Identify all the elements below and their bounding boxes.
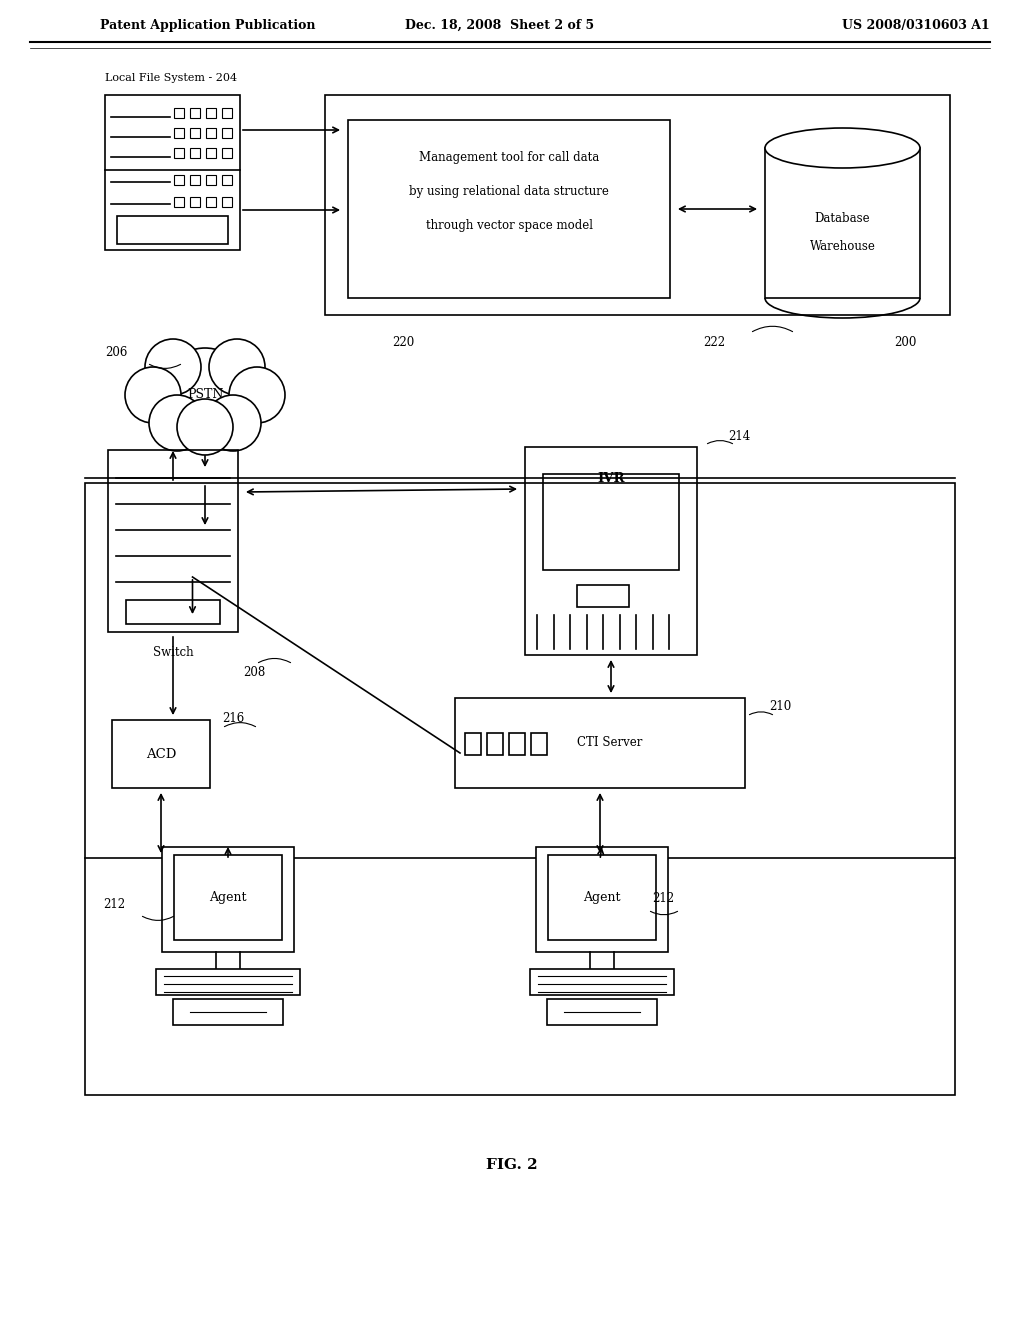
Text: Switch: Switch — [153, 645, 194, 659]
Text: by using relational data structure: by using relational data structure — [409, 186, 609, 198]
Text: Dec. 18, 2008  Sheet 2 of 5: Dec. 18, 2008 Sheet 2 of 5 — [406, 18, 595, 32]
Text: US 2008/0310603 A1: US 2008/0310603 A1 — [843, 18, 990, 32]
Text: FIG. 2: FIG. 2 — [486, 1158, 538, 1172]
Text: Agent: Agent — [209, 891, 247, 904]
FancyBboxPatch shape — [547, 999, 657, 1026]
Text: 220: 220 — [392, 337, 414, 350]
Circle shape — [163, 348, 247, 432]
Text: 212: 212 — [103, 899, 125, 912]
FancyBboxPatch shape — [174, 855, 282, 940]
Circle shape — [145, 339, 201, 395]
Text: IVR: IVR — [597, 473, 625, 486]
FancyBboxPatch shape — [548, 855, 656, 940]
Text: through vector space model: through vector space model — [426, 219, 593, 232]
Text: ACD: ACD — [145, 747, 176, 760]
FancyBboxPatch shape — [156, 969, 300, 995]
Text: 214: 214 — [728, 430, 751, 444]
Circle shape — [150, 395, 205, 451]
Circle shape — [209, 339, 265, 395]
Text: 208: 208 — [243, 665, 265, 678]
Text: 200: 200 — [894, 337, 916, 350]
Text: Warehouse: Warehouse — [810, 239, 876, 252]
Text: 212: 212 — [652, 891, 674, 904]
FancyBboxPatch shape — [536, 847, 668, 952]
FancyBboxPatch shape — [162, 847, 294, 952]
Text: 222: 222 — [703, 337, 725, 350]
Text: Management tool for call data: Management tool for call data — [419, 152, 599, 165]
Text: CTI Server: CTI Server — [578, 737, 643, 750]
Circle shape — [125, 367, 181, 422]
Text: Agent: Agent — [584, 891, 621, 904]
Text: 206: 206 — [105, 346, 127, 359]
FancyBboxPatch shape — [765, 148, 920, 298]
Text: PSTN: PSTN — [186, 388, 223, 401]
Circle shape — [229, 367, 285, 422]
FancyBboxPatch shape — [173, 999, 283, 1026]
Circle shape — [177, 399, 233, 455]
Text: 216: 216 — [222, 711, 245, 725]
Circle shape — [205, 395, 261, 451]
Text: Local File System - 204: Local File System - 204 — [105, 73, 238, 83]
Text: 210: 210 — [769, 700, 792, 713]
Text: Patent Application Publication: Patent Application Publication — [100, 18, 315, 32]
Text: Database: Database — [815, 211, 870, 224]
FancyBboxPatch shape — [530, 969, 674, 995]
Ellipse shape — [765, 128, 920, 168]
